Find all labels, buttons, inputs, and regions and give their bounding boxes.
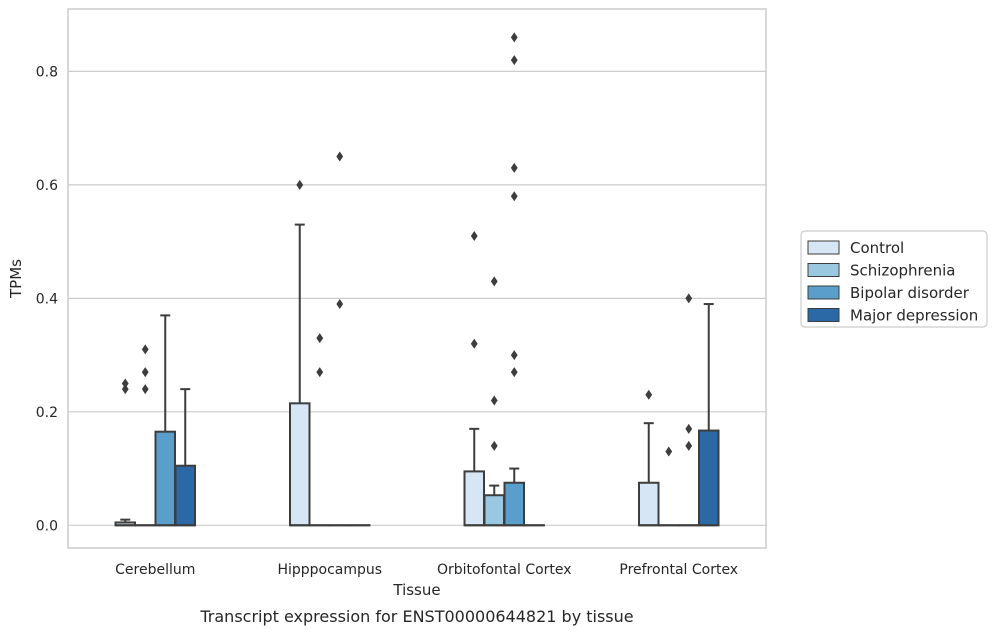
y-tick-label: 0.8 — [36, 64, 58, 80]
legend-swatch — [808, 241, 839, 254]
x-tick-label: Cerebellum — [115, 562, 195, 578]
box-body — [176, 466, 196, 526]
chart-caption: Transcript expression for ENST0000064482… — [199, 607, 633, 626]
y-tick-label: 0.6 — [36, 178, 58, 194]
box-body — [505, 483, 525, 526]
legend-label: Control — [850, 239, 904, 257]
box-body — [639, 483, 659, 526]
x-tick-label: Prefrontal Cortex — [619, 562, 738, 578]
x-axis-label: Tissue — [392, 581, 440, 599]
x-tick-label: Orbitofontal Cortex — [437, 562, 572, 578]
legend-swatch — [808, 264, 839, 277]
box-body — [465, 471, 485, 525]
box-body — [485, 495, 505, 525]
box-body — [290, 403, 310, 525]
y-tick-label: 0.4 — [36, 291, 58, 307]
legend-swatch — [808, 309, 839, 322]
y-tick-label: 0.0 — [36, 518, 58, 534]
y-axis-label: TPMs — [7, 259, 25, 299]
x-tick-label: Hipppocampus — [277, 562, 382, 578]
box-body — [699, 431, 719, 526]
legend-label: Major depression — [850, 307, 978, 325]
legend-label: Bipolar disorder — [850, 284, 970, 302]
legend-label: Schizophrenia — [850, 262, 955, 280]
box-body — [156, 432, 176, 526]
legend-swatch — [808, 286, 839, 299]
y-tick-label: 0.2 — [36, 405, 58, 421]
legend: Control Schizophrenia Bipolar disorder Majo… — [801, 231, 987, 327]
